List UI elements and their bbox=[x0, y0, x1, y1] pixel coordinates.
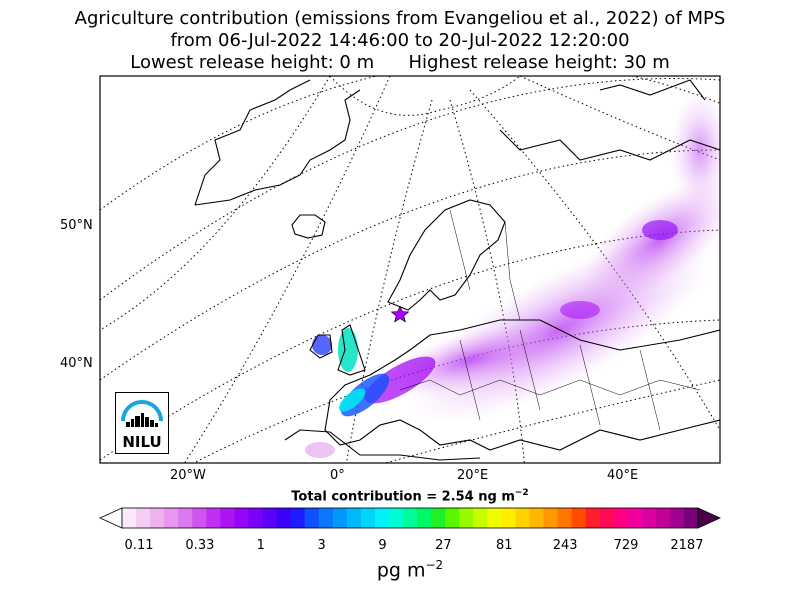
colorbar-tick-label: 3 bbox=[317, 538, 326, 553]
colorbar-segment bbox=[136, 508, 151, 528]
colorbar-segment bbox=[501, 508, 516, 528]
colorbar-segment bbox=[122, 508, 137, 528]
colorbar-segment bbox=[473, 508, 488, 528]
colorbar-segment bbox=[290, 508, 306, 528]
colorbar-border bbox=[121, 507, 699, 529]
colorbar-segment bbox=[206, 508, 221, 528]
colorbar-segment bbox=[613, 508, 629, 528]
colorbar-segment bbox=[248, 508, 263, 528]
star-icon bbox=[390, 305, 410, 323]
colorbar-tick-label: 2187 bbox=[670, 538, 704, 553]
colorbar-segment bbox=[164, 508, 179, 528]
russia-north-coast bbox=[499, 129, 720, 161]
colorbar-extend-max bbox=[697, 507, 721, 529]
colorbar-segment bbox=[431, 508, 446, 528]
colorbar-segment bbox=[417, 508, 432, 528]
colorbar-tick-label: 0.11 bbox=[124, 538, 154, 553]
colorbar-segment bbox=[627, 508, 643, 528]
colorbar bbox=[99, 507, 721, 529]
map-area bbox=[100, 76, 720, 463]
meridian-20e bbox=[449, 99, 525, 463]
colorbar-segment bbox=[304, 508, 320, 528]
colorbar-tick-label: 243 bbox=[552, 538, 578, 553]
colorbar-tick-label: 9 bbox=[378, 538, 387, 553]
colorbar-segment bbox=[178, 508, 193, 528]
colorbar-segment bbox=[529, 508, 544, 528]
map-frame bbox=[99, 75, 721, 464]
colorbar-segment bbox=[641, 508, 657, 528]
colorbar-segment bbox=[459, 508, 474, 528]
plot-title-line-3: Lowest release height: 0 m Highest relea… bbox=[130, 52, 670, 73]
ireland-coast bbox=[309, 334, 333, 359]
scandinavia-coast bbox=[387, 199, 506, 311]
colorbar-segment bbox=[332, 508, 348, 528]
lat-label: 50°N bbox=[60, 218, 93, 233]
coastlines bbox=[194, 79, 720, 461]
colorbar-segment bbox=[669, 508, 685, 528]
lon-label: 20°W bbox=[170, 468, 206, 483]
colorbar-segment bbox=[445, 508, 460, 528]
colorbar-segment bbox=[360, 508, 376, 528]
lat-label: 40°N bbox=[60, 356, 93, 371]
colorbar-segment bbox=[346, 508, 362, 528]
colorbar-segment bbox=[515, 508, 530, 528]
meridian-20w bbox=[183, 76, 391, 463]
colorbar-extend-min bbox=[99, 507, 123, 529]
colorbar-tick-label: 729 bbox=[613, 538, 639, 553]
total-contribution: Total contribution = 2.54 ng m−2 bbox=[291, 488, 529, 505]
colorbar-segment bbox=[220, 508, 235, 528]
nilu-logo: NILU bbox=[115, 392, 169, 454]
logo-text: NILU bbox=[122, 433, 162, 451]
colorbar-segment bbox=[388, 508, 404, 528]
britain-coast bbox=[337, 324, 366, 376]
colorbar-tick-label: 81 bbox=[496, 538, 513, 553]
polar-circle bbox=[329, 76, 521, 116]
colorbar-segment bbox=[655, 508, 671, 528]
colorbar-segment bbox=[318, 508, 334, 528]
colorbar-segment bbox=[585, 508, 601, 528]
meridian-40w bbox=[100, 76, 331, 331]
lon-label: 40°E bbox=[607, 468, 639, 483]
plot-title-line-1: Agriculture contribution (emissions from… bbox=[74, 8, 726, 29]
novaya-zemlya bbox=[599, 79, 706, 101]
colorbar-segment bbox=[543, 508, 559, 528]
colorbar-segment bbox=[557, 508, 573, 528]
colorbar-tick-label: 0.33 bbox=[185, 538, 215, 553]
colorbar-segment bbox=[571, 508, 587, 528]
colorbar-segment bbox=[150, 508, 165, 528]
colorbar-segment bbox=[599, 508, 615, 528]
colorbar-segment bbox=[276, 508, 292, 528]
parallel-20n bbox=[383, 379, 720, 463]
colorbar-segment bbox=[402, 508, 418, 528]
colorbar-tick-label: 27 bbox=[435, 538, 452, 553]
meridian-0 bbox=[345, 99, 433, 463]
lon-label: 20°E bbox=[457, 468, 489, 483]
parallel-60n bbox=[100, 77, 720, 301]
colorbar-segment bbox=[192, 508, 207, 528]
colorbar-segment bbox=[262, 508, 278, 528]
greenland-coast bbox=[194, 79, 361, 206]
colorbar-unit: pg m−2 bbox=[376, 558, 444, 582]
colorbar-tick-label: 1 bbox=[256, 538, 265, 553]
iceland-coast bbox=[291, 214, 326, 239]
colorbar-segment bbox=[683, 508, 699, 528]
colorbar-segment bbox=[374, 508, 390, 528]
country-borders bbox=[399, 209, 701, 431]
colorbar-segment bbox=[234, 508, 249, 528]
continent-coast bbox=[324, 319, 720, 451]
lon-label: 0° bbox=[330, 468, 345, 483]
colorbar-segment bbox=[487, 508, 502, 528]
plot-title-line-2: from 06-Jul-2022 14:46:00 to 20-Jul-2022… bbox=[170, 30, 630, 51]
north-africa-coast bbox=[284, 429, 481, 461]
